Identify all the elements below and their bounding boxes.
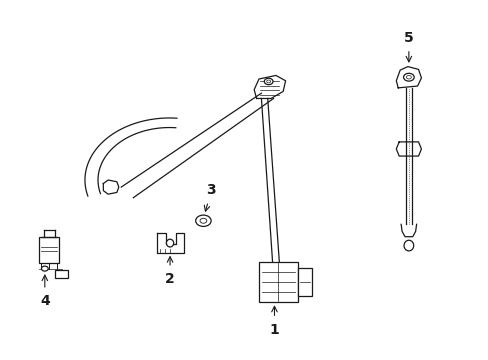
Circle shape <box>406 76 410 79</box>
Circle shape <box>41 266 48 271</box>
Circle shape <box>195 215 211 226</box>
Bar <box>259 261 297 302</box>
Bar <box>39 237 59 263</box>
Ellipse shape <box>403 240 413 251</box>
Circle shape <box>264 78 272 85</box>
Circle shape <box>403 73 413 81</box>
Text: 2: 2 <box>165 272 175 286</box>
Text: 5: 5 <box>403 31 413 45</box>
Text: 3: 3 <box>206 183 216 197</box>
Bar <box>297 267 311 296</box>
Text: 4: 4 <box>40 294 50 309</box>
Text: 1: 1 <box>269 323 279 337</box>
Ellipse shape <box>166 239 173 247</box>
Circle shape <box>266 80 270 83</box>
Circle shape <box>200 218 206 223</box>
Bar <box>55 270 67 278</box>
